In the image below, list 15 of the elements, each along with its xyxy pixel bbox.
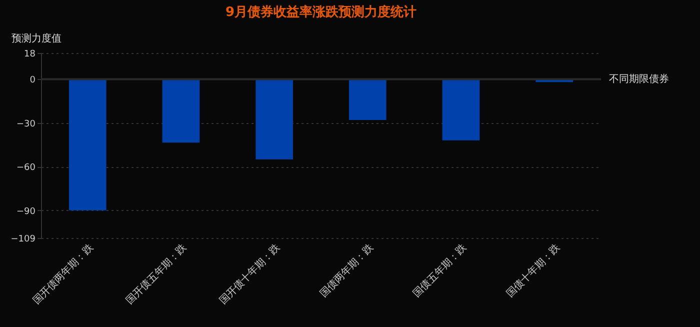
x-tick-label: 国债五年期：跌 bbox=[410, 242, 469, 300]
x-tick-label: 国债两年期：跌 bbox=[317, 242, 376, 300]
x-tick-label: 国债十年期：跌 bbox=[504, 242, 562, 300]
y-axis-title: 预测力度值 bbox=[12, 32, 62, 44]
chart-title: 9月债券收益率涨跌预测力度统计 bbox=[225, 4, 417, 20]
y-tick-label: 0 bbox=[30, 76, 36, 86]
x-axis-title: 不同期限债券 bbox=[609, 73, 669, 86]
x-tick-label: 国开债五年期：跌 bbox=[124, 242, 189, 307]
y-tick-label: −60 bbox=[16, 163, 36, 174]
y-tick-label: −90 bbox=[16, 206, 36, 217]
x-tick-label: 国开债两年期：跌 bbox=[30, 242, 96, 307]
y-tick-label: 18 bbox=[24, 50, 36, 60]
x-tick-label: 国开债十年期：跌 bbox=[217, 242, 282, 307]
y-tick-label: −30 bbox=[16, 119, 36, 130]
y-tick-label: −109 bbox=[10, 234, 36, 244]
